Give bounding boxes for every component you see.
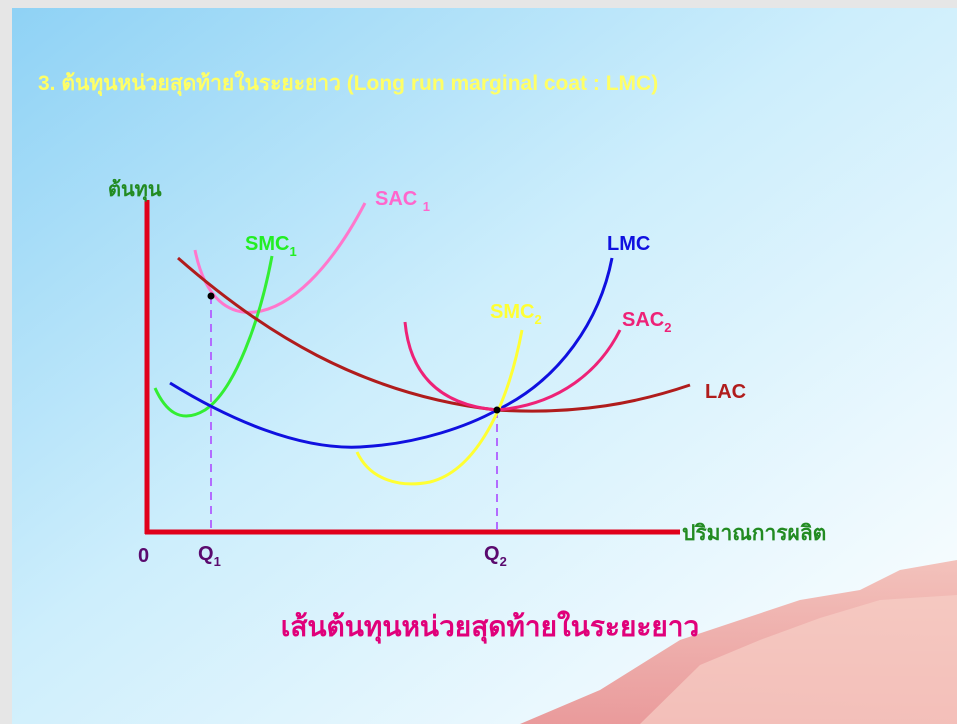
label-text: LMC [607, 233, 650, 255]
sac1-curve [193, 202, 367, 314]
label-text: 2 [500, 554, 507, 569]
lmc-curve [169, 257, 614, 449]
tangent-point [207, 292, 215, 300]
title: 3. ต้นทุนหน่วยสุดท้ายในระยะยาว (Long run… [38, 70, 658, 97]
smc2-curve [355, 329, 524, 486]
label-text: 1 [289, 244, 296, 259]
x-axis-label: ปริมาณการผลิต [682, 521, 826, 545]
smc1-curve [153, 255, 274, 418]
label-text: LAC [705, 381, 746, 403]
curve-label: LAC [705, 381, 746, 403]
tangent-point [493, 406, 501, 414]
label-text: Q [198, 543, 214, 565]
curve-label: SAC 1 [375, 188, 430, 214]
label-text: SMC [490, 301, 534, 323]
label-text: SAC [622, 309, 664, 331]
label-text: SMC [245, 233, 289, 255]
mountain [640, 595, 957, 724]
caption: เส้นต้นทุนหน่วยสุดท้ายในระยะยาว [281, 610, 700, 644]
label-text: SAC [375, 188, 417, 210]
label-text: 2 [534, 312, 541, 327]
quantity-label: Q2 [484, 543, 507, 569]
curve-label: SAC2 [622, 309, 671, 335]
quantity-label: Q1 [198, 543, 221, 569]
y-axis-label: ต้นทุน [108, 177, 162, 202]
curve-label: SMC1 [245, 233, 297, 259]
label-text: Q [484, 543, 500, 565]
label-text: 1 [214, 554, 221, 569]
origin-label: 0 [138, 545, 149, 567]
label-text: 1 [423, 199, 430, 214]
curve-label: SMC2 [490, 301, 542, 327]
curve-label: LMC [607, 233, 650, 255]
label-text: 2 [664, 320, 671, 335]
